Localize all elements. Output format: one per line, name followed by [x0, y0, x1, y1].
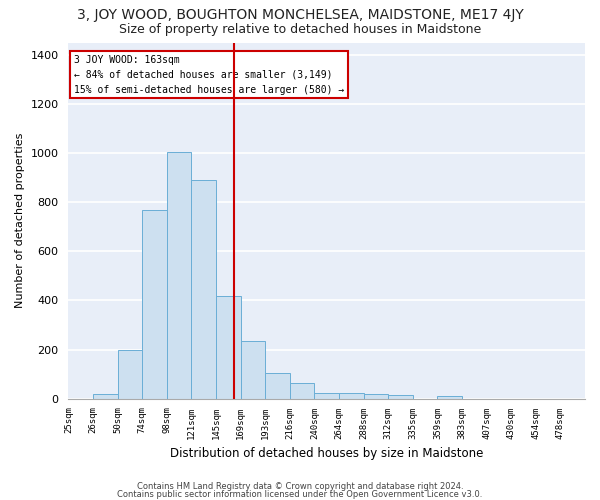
Bar — [437, 396, 462, 399]
Text: Contains public sector information licensed under the Open Government Licence v3: Contains public sector information licen… — [118, 490, 482, 499]
Bar — [167, 152, 191, 399]
Bar — [191, 180, 216, 399]
Text: Contains HM Land Registry data © Crown copyright and database right 2024.: Contains HM Land Registry data © Crown c… — [137, 482, 463, 491]
Bar — [93, 394, 118, 399]
Text: 3, JOY WOOD, BOUGHTON MONCHELSEA, MAIDSTONE, ME17 4JY: 3, JOY WOOD, BOUGHTON MONCHELSEA, MAIDST… — [77, 8, 523, 22]
Bar — [142, 210, 167, 399]
X-axis label: Distribution of detached houses by size in Maidstone: Distribution of detached houses by size … — [170, 447, 484, 460]
Bar — [339, 392, 364, 399]
Bar — [314, 392, 339, 399]
Bar — [388, 395, 413, 399]
Text: 3 JOY WOOD: 163sqm
← 84% of detached houses are smaller (3,149)
15% of semi-deta: 3 JOY WOOD: 163sqm ← 84% of detached hou… — [74, 55, 344, 94]
Bar — [290, 383, 314, 399]
Bar — [241, 341, 265, 399]
Bar — [118, 350, 142, 399]
Y-axis label: Number of detached properties: Number of detached properties — [15, 133, 25, 308]
Text: Size of property relative to detached houses in Maidstone: Size of property relative to detached ho… — [119, 22, 481, 36]
Bar — [364, 394, 388, 399]
Bar — [265, 373, 290, 399]
Bar — [216, 296, 241, 399]
